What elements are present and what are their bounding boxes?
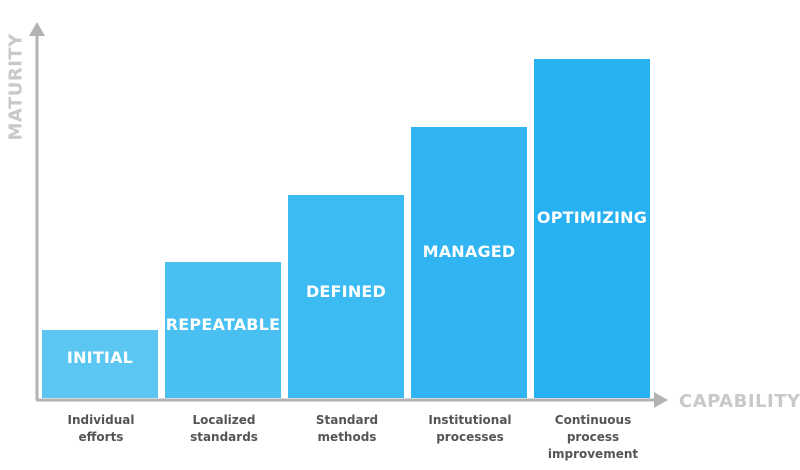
bar-label: INITIAL — [66, 347, 134, 367]
bar-label: DEFINED — [305, 281, 387, 301]
bar-managed: MANAGED — [411, 126, 527, 398]
category-label: Continuous process improvement — [547, 413, 639, 461]
category-label: Individual efforts — [67, 413, 135, 444]
bar-optimizing: OPTIMIZING — [534, 59, 650, 398]
bar-defined: DEFINED — [288, 194, 404, 398]
bar-label: OPTIMIZING — [536, 208, 648, 227]
bar-initial: INITIAL — [42, 330, 158, 398]
bar-repeatable: REPEATABLE — [165, 262, 281, 398]
y-axis-arrowhead — [29, 22, 45, 36]
bar-label: MANAGED — [422, 241, 516, 261]
category-label: Localized standards — [190, 413, 258, 444]
y-axis-title: MATURITY — [5, 33, 27, 141]
x-axis-arrowhead — [654, 392, 668, 408]
x-axis-title: CAPABILITY — [679, 391, 800, 412]
category-label: Standard methods — [315, 413, 379, 444]
bar-label: REPEATABLE — [165, 314, 281, 334]
category-label: Institutional processes — [428, 413, 512, 444]
